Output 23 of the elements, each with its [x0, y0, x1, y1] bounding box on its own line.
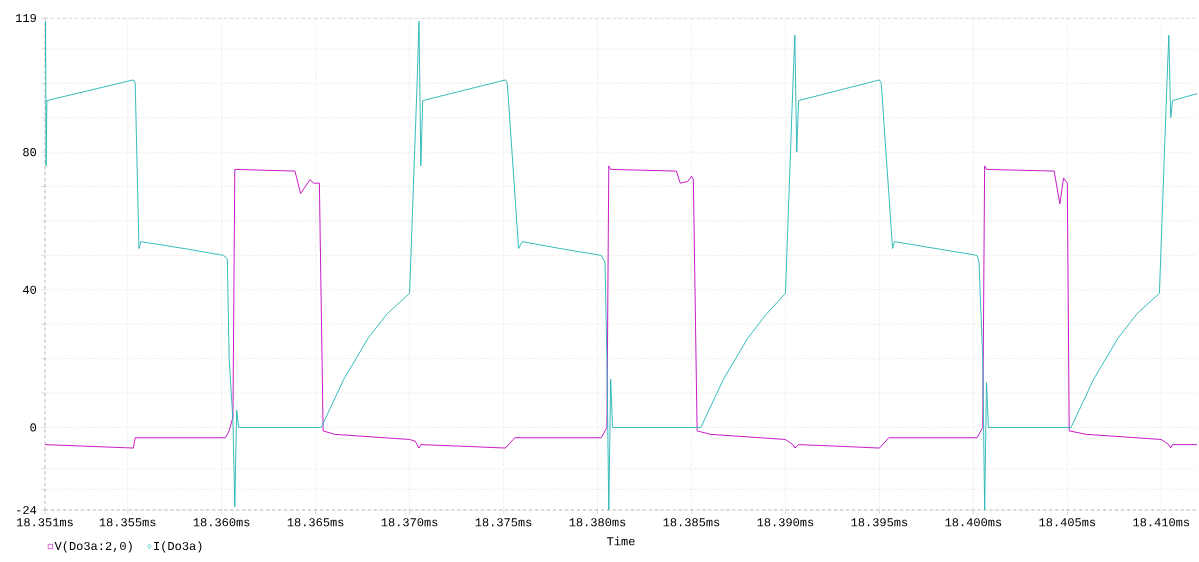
x-tick-label: 18.355ms [99, 518, 156, 527]
x-tick-label: 18.390ms [757, 518, 814, 527]
x-tick-label: 18.370ms [381, 518, 438, 527]
x-axis-title: Time [607, 536, 635, 546]
y-tick-label: 119 [16, 13, 36, 23]
y-tick-label: 0 [30, 423, 37, 432]
x-tick-label: 18.405ms [1039, 518, 1096, 527]
legend-label: V(Do3a:2,0) [54, 541, 132, 553]
x-tick-label: 18.351ms [17, 518, 73, 527]
x-tick-label: 18.365ms [287, 518, 344, 527]
line-series [45, 165, 1197, 449]
x-tick-label: 18.375ms [475, 518, 532, 527]
x-tick-label: 18.400ms [945, 518, 1002, 527]
x-tick-label: 18.385ms [663, 518, 720, 527]
line-series [45, 20, 1197, 510]
x-tick-label: 18.380ms [569, 518, 626, 527]
x-tick-label: 18.360ms [193, 518, 250, 527]
legend-label: I(Do3a) [154, 541, 202, 553]
x-tick-label: 18.410ms [1133, 518, 1190, 527]
x-tick-label: 18.395ms [851, 518, 908, 527]
y-tick-label: -24 [17, 505, 37, 515]
y-tick-label: 80 [23, 148, 37, 157]
y-tick-label: 40 [23, 285, 37, 294]
